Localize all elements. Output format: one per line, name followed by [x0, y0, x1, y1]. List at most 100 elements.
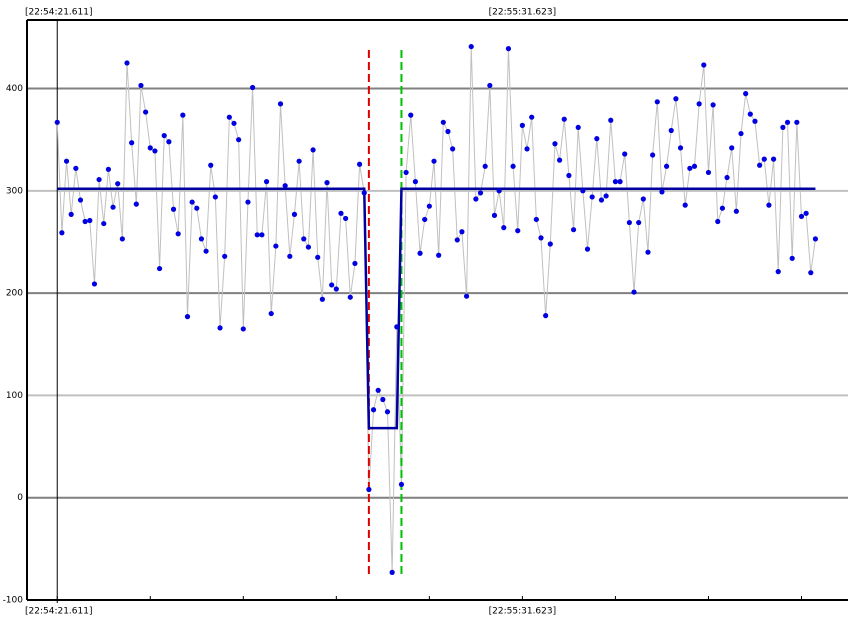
data-point: [394, 324, 400, 330]
data-point: [222, 253, 228, 259]
data-point: [663, 163, 670, 169]
data-point: [705, 169, 712, 176]
data-point: [626, 219, 632, 226]
data-point: [403, 169, 409, 176]
data-point: [263, 179, 270, 185]
data-point: [729, 145, 735, 151]
data-point: [194, 205, 200, 211]
data-point: [557, 157, 563, 163]
data-point: [124, 60, 130, 66]
data-point: [426, 203, 432, 209]
data-point: [366, 486, 372, 493]
data-point: [380, 396, 386, 403]
data-point: [501, 225, 507, 231]
data-point: [82, 218, 88, 225]
data-point: [733, 208, 739, 214]
data-point: [715, 218, 721, 225]
data-point: [115, 181, 121, 187]
data-point: [696, 101, 702, 107]
data-point: [547, 241, 553, 247]
data-point: [743, 91, 749, 97]
data-point: [361, 190, 367, 196]
data-point: [589, 194, 595, 200]
data-point: [677, 145, 684, 151]
data-point: [561, 116, 567, 122]
data-point: [552, 141, 558, 147]
data-point: [356, 161, 363, 167]
x-tick-label-bottom: [22:55:31.623]: [489, 607, 556, 617]
data-point: [166, 139, 172, 145]
data-point: [682, 202, 688, 208]
data-point: [370, 407, 377, 413]
data-point: [170, 206, 177, 212]
data-point: [770, 156, 777, 162]
data-point: [594, 136, 600, 142]
data-point: [543, 313, 549, 319]
data-point: [73, 165, 79, 171]
data-point: [375, 387, 381, 393]
data-point: [273, 243, 279, 249]
data-point: [310, 147, 316, 153]
data-point: [398, 481, 405, 488]
data-point: [189, 199, 195, 205]
data-point: [519, 122, 525, 128]
data-point: [510, 163, 516, 169]
data-point: [338, 210, 344, 216]
y-tick-label: 0: [17, 493, 23, 503]
data-point: [598, 197, 605, 203]
data-point: [761, 156, 767, 162]
data-point: [738, 130, 744, 137]
data-point: [803, 210, 809, 216]
data-point: [487, 82, 493, 89]
data-point: [463, 293, 470, 299]
data-point: [245, 199, 251, 205]
x-tick-label-top: [22:55:31.623]: [489, 8, 556, 18]
data-point: [477, 190, 484, 196]
data-point: [129, 140, 135, 146]
data-point: [724, 174, 730, 181]
data-point: [68, 211, 74, 217]
data-point: [152, 148, 158, 154]
data-point: [431, 158, 437, 164]
data-point: [757, 162, 763, 168]
data-point: [217, 325, 223, 331]
average-line: [57, 187, 816, 430]
y-tick-label: 100: [6, 391, 23, 401]
data-point: [236, 137, 242, 143]
data-point: [59, 230, 65, 236]
data-point: [301, 236, 307, 242]
data-point: [673, 96, 679, 102]
data-point: [315, 254, 321, 260]
data-point: [524, 146, 530, 152]
data-point: [254, 232, 260, 238]
data-point: [231, 120, 237, 126]
data-point: [654, 99, 660, 105]
data-point: [436, 252, 442, 258]
data-point: [580, 188, 586, 194]
data-point: [240, 326, 246, 332]
data-point: [515, 228, 521, 234]
data-point: [329, 282, 335, 288]
data-point: [640, 196, 646, 202]
data-point: [291, 211, 298, 217]
data-point: [482, 163, 488, 169]
data-point: [268, 310, 274, 317]
data-point: [319, 296, 325, 302]
data-point: [161, 132, 167, 139]
data-point: [584, 246, 591, 252]
data-point: [101, 220, 107, 227]
data-point: [789, 255, 795, 261]
data-point: [622, 151, 628, 157]
data-point: [87, 217, 93, 224]
data-point: [691, 163, 698, 169]
data-point: [701, 62, 707, 68]
data-line: [56, 46, 816, 573]
data-point: [752, 118, 758, 124]
plot-area: [27, 20, 848, 600]
data-point: [333, 286, 339, 292]
data-point: [175, 231, 181, 237]
data-point: [347, 294, 353, 300]
data-point: [459, 229, 465, 235]
data-point: [412, 179, 419, 185]
